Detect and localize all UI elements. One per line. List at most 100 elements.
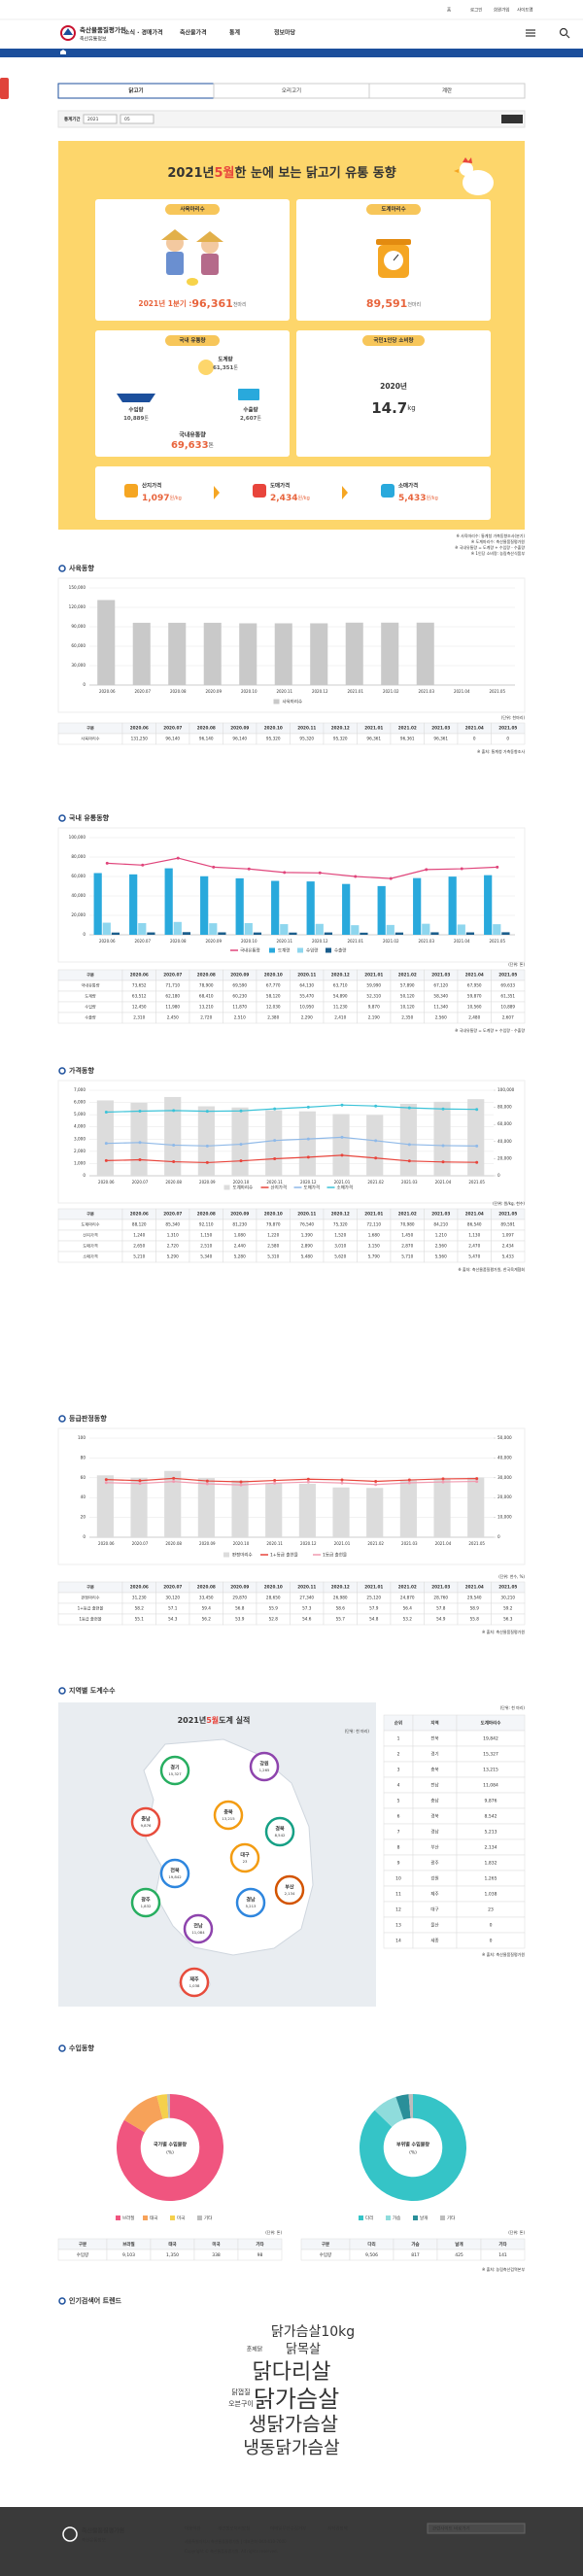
footer-link[interactable]: 이메일무단수집거부 (270, 2525, 306, 2532)
table-cell-text: 2,890 (301, 1244, 313, 1249)
family-select[interactable] (427, 2523, 526, 2534)
search-button[interactable] (501, 115, 523, 123)
point (407, 1159, 411, 1163)
price-name: 소매가격 (398, 482, 418, 490)
keyword[interactable]: 닭다리살 (253, 2360, 331, 2385)
bar (448, 876, 457, 935)
bar (130, 1477, 148, 1537)
region-marker[interactable] (213, 1800, 244, 1831)
point (172, 1109, 176, 1113)
tab-label[interactable]: 계란 (442, 86, 452, 94)
region-marker[interactable] (183, 1913, 214, 1944)
region-marker[interactable] (159, 1858, 190, 1889)
bar (484, 875, 493, 935)
text-part: 61,351 (213, 365, 233, 371)
legend-swatch (440, 2215, 445, 2220)
util-link[interactable]: 홈 (447, 7, 451, 14)
x-tick-label: 2021.03 (401, 1180, 418, 1185)
legend-label: 판정마리수 (232, 1552, 253, 1559)
point (441, 1160, 445, 1164)
keyword[interactable]: 오븐구이 (228, 2399, 254, 2408)
point (205, 1144, 209, 1148)
keyword[interactable]: 닭껍질 (231, 2388, 250, 2396)
text-part: 원/kg (297, 495, 309, 501)
table-header: 구분 (86, 725, 94, 732)
region-marker[interactable] (130, 1887, 161, 1918)
bar (203, 622, 222, 685)
util-link[interactable]: 회원가입 (494, 7, 510, 14)
region-marker[interactable] (274, 1874, 305, 1906)
region-marker[interactable] (249, 1751, 280, 1782)
logo-title[interactable]: 축산물품질평가원 (80, 25, 126, 34)
point (239, 1159, 243, 1163)
region-marker[interactable] (235, 1887, 266, 1918)
tab[interactable] (368, 83, 526, 99)
x-tick-label: 2021.04 (454, 689, 470, 694)
footer-link[interactable]: 개인정보처리방침 (218, 2525, 250, 2532)
select[interactable] (83, 114, 118, 124)
search-icon[interactable] (559, 27, 568, 37)
bar (306, 881, 315, 935)
note: ※ 출처: 농림축산검역본부 (482, 2266, 525, 2272)
table-cell-text: 425 (455, 2252, 463, 2258)
text-part: 2021년 (167, 166, 214, 181)
tab-label[interactable]: 오리고기 (282, 86, 301, 94)
text-part: 톤 (209, 442, 215, 449)
table-cell-text: 6 (397, 1814, 400, 1820)
nav-item[interactable]: 통계 (229, 29, 241, 37)
util-link[interactable]: 사이트맵 (517, 7, 533, 14)
bar (130, 1102, 148, 1176)
table-cell-text: 도계마리수 (81, 1221, 99, 1228)
y-tick-label: 1,000 (74, 1160, 86, 1165)
keyword[interactable]: 닭가슴살10kg (271, 2324, 355, 2340)
footer-link[interactable]: 이용약관 (185, 2525, 201, 2532)
table-header: 2021.03 (431, 1212, 450, 1217)
price-value: 1,097원/kg (142, 494, 182, 503)
button-label[interactable]: 검색 (508, 116, 516, 122)
table-cell-text: 14 (395, 1939, 401, 1944)
item-value: 2,607톤 (240, 416, 261, 422)
region-marker[interactable] (159, 1755, 190, 1786)
table-header: 2021.04 (465, 726, 484, 731)
region-marker[interactable] (229, 1842, 260, 1873)
region-marker[interactable] (130, 1806, 161, 1838)
table-cell-text: 1 (397, 1736, 400, 1742)
bar (200, 876, 209, 935)
footer-link[interactable]: 저작권정책 (327, 2525, 348, 2532)
select[interactable] (120, 114, 154, 124)
region-name: 경북 (275, 1826, 285, 1833)
table-cell-text: 강원 (430, 1875, 438, 1882)
table-cell-text: 경북 (430, 1813, 438, 1820)
nav-item[interactable]: 축산물가격 (180, 29, 207, 37)
util-link[interactable]: 로그인 (470, 7, 482, 14)
legend-label: 1+등급 출현율 (270, 1552, 298, 1559)
region-value: 15,327 (168, 1771, 182, 1776)
table-header: 2020.11 (297, 1585, 316, 1590)
bar (366, 1488, 384, 1537)
text-part: kg (407, 404, 416, 412)
table-cell-text: 5,620 (334, 1254, 346, 1259)
table-header: 2020.07 (163, 1585, 182, 1590)
table-cell-text: 30,120 (165, 1596, 180, 1600)
line (106, 1104, 477, 1114)
keyword[interactable]: 닭가슴살 (254, 2386, 339, 2413)
x-tick-label: 2021.01 (334, 1180, 351, 1185)
keyword[interactable]: 닭목살 (286, 2343, 321, 2357)
side-tab[interactable] (0, 78, 9, 99)
region-marker[interactable] (264, 1816, 295, 1847)
nav-item[interactable]: 소식 · 경매가격 (124, 29, 163, 37)
table-cell-text: 13 (395, 1923, 401, 1929)
table-cell-text: 95,320 (299, 737, 314, 741)
nav-item[interactable]: 정보마당 (274, 29, 296, 37)
table-cell-text: 수입량 (77, 2251, 88, 2258)
keyword[interactable]: 냉동닭가슴살 (243, 2438, 339, 2458)
price-value: 5,433원/kg (398, 494, 438, 503)
table-cell-text: 55,470 (299, 994, 314, 999)
bar (218, 932, 226, 935)
region-marker[interactable] (179, 1967, 210, 1998)
table-cell-text: 79,870 (266, 1222, 281, 1227)
keyword[interactable]: 훈제닭 (247, 2346, 263, 2353)
keyword[interactable]: 생닭가슴살 (249, 2413, 338, 2436)
region-value: 1,832 (141, 1904, 152, 1908)
tab-label[interactable]: 닭고기 (128, 86, 143, 94)
